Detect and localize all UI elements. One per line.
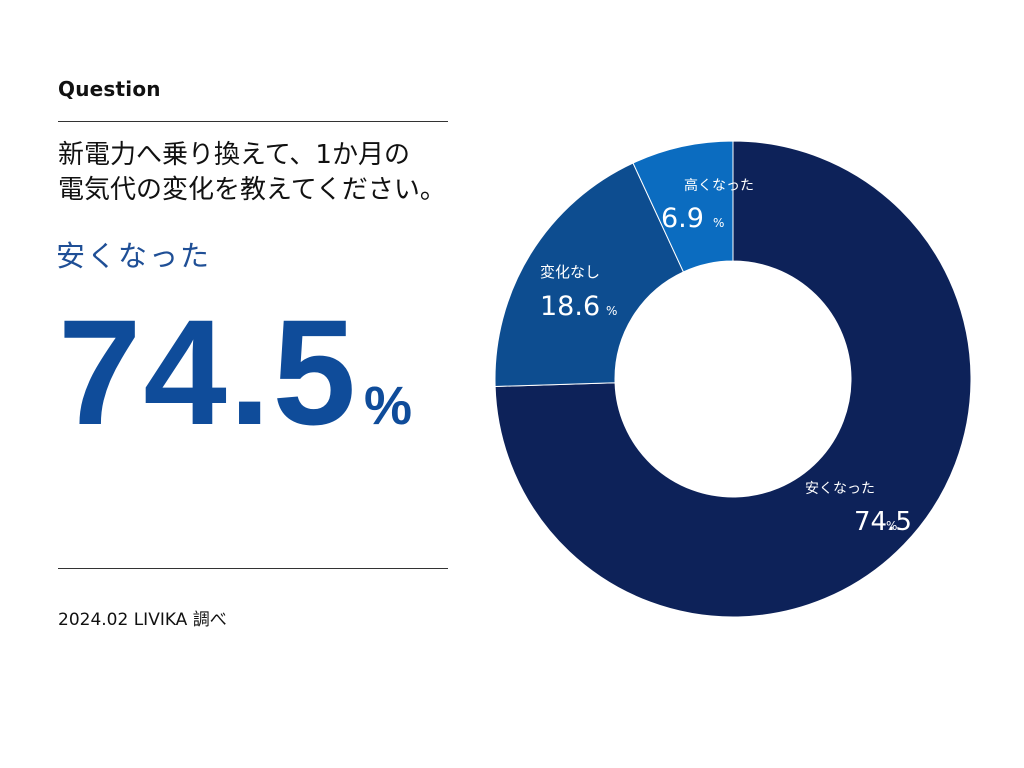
slice-label-3: 高くなった (684, 177, 754, 194)
top-divider (58, 121, 448, 122)
highlight-label: 安くなった (56, 239, 212, 273)
slice-value-3: 6.9 (661, 203, 704, 234)
bottom-divider (58, 568, 448, 569)
question-line-1: 新電力へ乗り換えて、1か月の (58, 140, 410, 170)
slice-unit-2: % (606, 304, 617, 318)
slice-unit-3: % (713, 216, 724, 230)
donut-slice-3 (632, 140, 734, 273)
donut-slice-1 (494, 140, 972, 618)
highlight-value: 74.5% (58, 286, 412, 459)
slice-label-1: 安くなった (805, 481, 875, 497)
slice-value-2: 18.6 (540, 291, 600, 322)
question-text: 新電力へ乗り換えて、1か月の 電気代の変化を教えてください。 (58, 138, 518, 208)
slice-unit-1: % (886, 519, 897, 533)
donut-slice-2 (494, 162, 685, 387)
highlight-unit: % (363, 376, 412, 436)
question-line-2: 電気代の変化を教えてください。 (58, 175, 446, 205)
source-note: 2024.02 LIVIKA 調べ (58, 610, 227, 630)
highlight-number: 74.5 (58, 288, 358, 456)
question-label: Question (58, 77, 161, 101)
slice-value-1: 74.5 (854, 507, 912, 537)
slice-label-2: 変化なし (540, 263, 600, 281)
